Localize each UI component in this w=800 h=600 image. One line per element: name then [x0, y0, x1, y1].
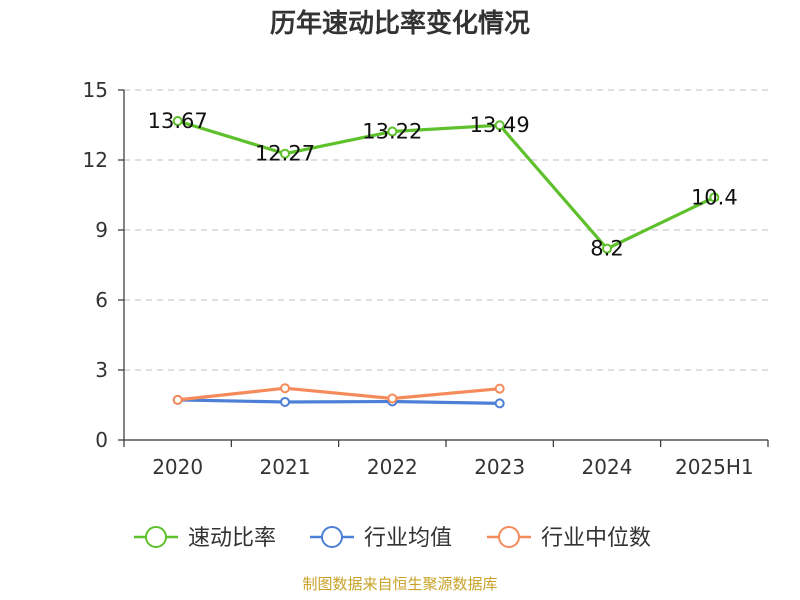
data-point [280, 396, 290, 407]
legend-marker [498, 526, 520, 548]
legend-marker [321, 526, 343, 548]
series-line-0 [177, 119, 715, 251]
y-tick-label: 12 [83, 148, 108, 172]
y-tick-label: 9 [95, 218, 108, 242]
data-label: 12.27 [255, 142, 315, 166]
legend-label: 行业均值 [364, 526, 452, 551]
y-tick-label: 15 [83, 78, 108, 102]
data-point [602, 243, 612, 254]
y-tick-label: 0 [95, 428, 108, 452]
chart-title: 历年速动比率变化情况 [269, 9, 530, 39]
series-line-1 [177, 398, 500, 405]
y-tick-label: 6 [95, 288, 108, 312]
data-label: 13.22 [362, 120, 422, 144]
x-tick-label: 2024 [582, 455, 633, 479]
legend-marker [145, 526, 167, 548]
data-point [494, 398, 505, 409]
source-note: 制图数据来自恒生聚源数据库 [302, 575, 498, 593]
data-point [172, 116, 183, 127]
data-label: 8.2 [590, 237, 623, 261]
data-point [387, 393, 398, 404]
data-label: 10.4 [691, 185, 738, 209]
x-tick-label: 2021 [260, 455, 311, 479]
data-point [494, 120, 505, 131]
series-line-2 [177, 386, 500, 402]
data-point [494, 383, 505, 394]
y-tick-label: 3 [95, 358, 108, 382]
data-point [280, 148, 290, 159]
legend-label: 行业中位数 [541, 526, 651, 551]
data-point [709, 192, 720, 203]
x-tick-label: 2023 [474, 455, 525, 479]
x-tick-label: 2025H1 [675, 455, 754, 479]
data-label: 13.67 [148, 109, 208, 133]
x-tick-label: 2020 [152, 455, 203, 479]
x-tick-label: 2022 [367, 455, 418, 479]
data-point [172, 394, 183, 405]
data-label: 13.49 [470, 113, 530, 137]
data-point [387, 126, 398, 137]
legend-label: 速动比率 [188, 526, 276, 551]
data-point [280, 383, 290, 394]
